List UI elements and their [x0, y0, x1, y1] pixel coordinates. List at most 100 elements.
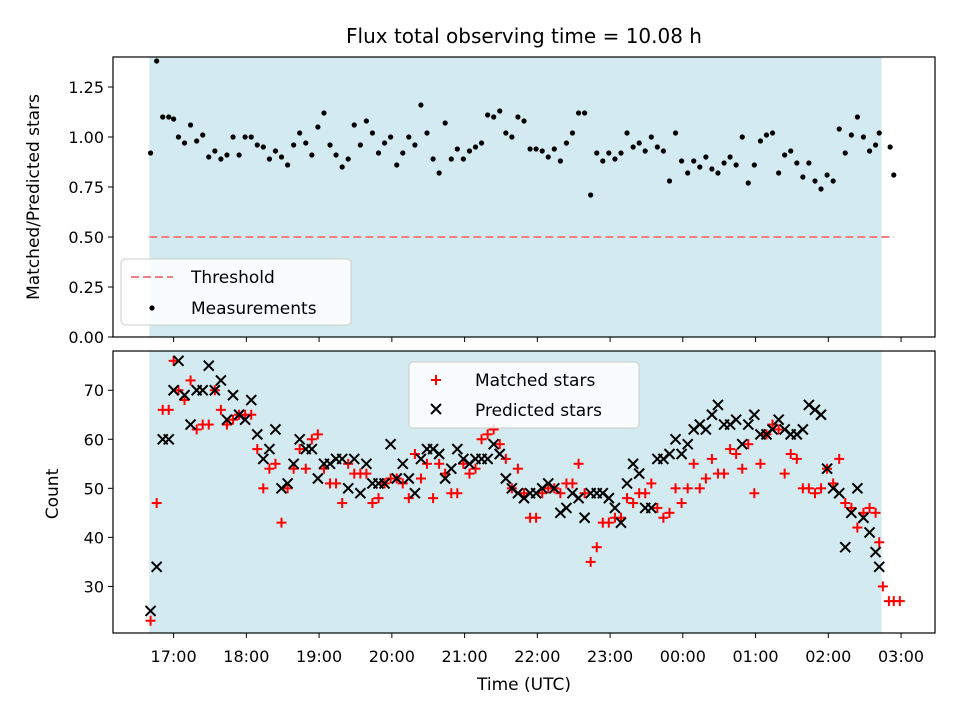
- predicted-star-point: [494, 448, 506, 460]
- matched-star-point: [440, 468, 451, 479]
- measurement-point: [339, 164, 345, 170]
- matched-star-point: [803, 483, 814, 494]
- predicted-star-point: [681, 438, 694, 450]
- matched-star-point: [864, 502, 875, 513]
- measurement-point: [575, 110, 582, 116]
- bottom-y-axis-label: Count: [43, 468, 63, 519]
- matched-star-point: [276, 517, 287, 528]
- matched-star-point: [434, 458, 445, 469]
- predicted-star-point: [391, 472, 403, 485]
- matched-star-point: [567, 478, 578, 489]
- measurement-point: [521, 118, 527, 124]
- measurement-point: [381, 140, 388, 146]
- predicted-star-point: [445, 462, 457, 475]
- measurement-point: [394, 162, 400, 168]
- predicted-star-point: [839, 541, 851, 553]
- x-tick-label: 21:00: [442, 647, 488, 666]
- matched-star-point: [415, 473, 426, 484]
- matched-star-point: [464, 468, 475, 479]
- predicted-star-point: [209, 384, 221, 396]
- measurement-point: [212, 148, 218, 154]
- measurement-point: [503, 130, 509, 136]
- measurement-point: [454, 146, 460, 152]
- measurement-point: [642, 148, 648, 154]
- matched-star-point: [706, 453, 717, 464]
- measurement-point: [218, 156, 224, 162]
- measurement-point: [727, 154, 733, 160]
- predicted-star-point: [548, 482, 560, 495]
- matched-star-point: [664, 507, 675, 518]
- x-tick-label: 00:00: [660, 647, 706, 666]
- x-tick-label: 22:00: [514, 647, 560, 666]
- matched-star-point: [458, 458, 469, 469]
- measurement-point: [166, 114, 172, 120]
- matched-star-point: [421, 458, 432, 469]
- measurement-point: [848, 132, 854, 138]
- predicted-star-point: [663, 448, 676, 460]
- measurement-point: [509, 134, 515, 140]
- measurement-point: [697, 164, 703, 170]
- bottom-legend-box: [408, 361, 640, 429]
- measurement-point: [285, 162, 291, 168]
- measurement-point: [800, 174, 806, 180]
- predicted-star-point: [167, 384, 180, 396]
- measurement-point: [242, 134, 248, 140]
- matched-star-point: [603, 517, 614, 528]
- matched-stars-points: [145, 355, 905, 626]
- matched-star-point: [579, 488, 590, 499]
- matched-star-point: [874, 537, 885, 548]
- measurement-point: [236, 152, 242, 158]
- measurement-point: [557, 158, 563, 164]
- legend-predicted-label: Predicted stars: [475, 401, 602, 421]
- measurement-point: [424, 130, 430, 136]
- matched-star-point: [640, 488, 651, 499]
- measurement-point: [478, 140, 485, 146]
- measurement-point: [582, 110, 588, 116]
- predicted-star-point: [609, 502, 621, 514]
- matched-star-point: [282, 483, 293, 494]
- measurement-point: [388, 134, 394, 140]
- measurement-point: [842, 150, 848, 156]
- measurement-point: [527, 146, 533, 152]
- measurement-point: [545, 154, 551, 160]
- predicted-star-point: [203, 360, 215, 372]
- matched-star-point: [652, 502, 663, 513]
- top-y-ticks: 0.00 0.25 0.50 0.75 1.00 1.25: [68, 78, 113, 347]
- predicted-star-point: [845, 507, 858, 519]
- measurement-point: [618, 150, 624, 156]
- matched-star-point: [452, 488, 463, 499]
- legend-measurements-swatch: [149, 305, 155, 311]
- predicted-star-point: [730, 413, 742, 426]
- matched-star-point: [306, 434, 317, 445]
- predicted-star-point: [603, 492, 615, 504]
- measurement-point: [194, 138, 200, 144]
- measurement-point: [691, 158, 697, 164]
- measurement-point: [206, 154, 212, 160]
- top-axes-frame: [112, 56, 936, 338]
- predicted-star-point: [863, 526, 876, 539]
- matched-star-point: [179, 395, 190, 406]
- predicted-star-point: [833, 487, 845, 499]
- measurement-point: [569, 130, 576, 136]
- matched-star-point: [203, 419, 214, 430]
- predicted-star-point: [293, 433, 306, 445]
- matched-star-point: [300, 463, 311, 474]
- measurement-point: [757, 138, 764, 144]
- matched-star-point: [337, 498, 348, 509]
- measurement-point: [224, 152, 230, 158]
- matched-star-point: [312, 429, 323, 440]
- measurement-point: [887, 144, 893, 150]
- matched-star-point: [622, 493, 633, 504]
- matched-star-point: [646, 478, 657, 489]
- measurement-point: [278, 154, 285, 160]
- matched-star-point: [288, 463, 299, 474]
- predicted-star-point: [481, 453, 494, 465]
- predicted-star-point: [269, 423, 282, 436]
- bottom-panel: 30 40 50 60 70 17:00 18:00 19:00 20:00 21:00 22:0…: [43, 350, 936, 695]
- predicted-star-point: [766, 423, 779, 436]
- measurement-point: [418, 102, 424, 108]
- matched-star-point: [409, 448, 420, 459]
- predicted-star-point: [748, 409, 761, 421]
- predicted-star-point: [342, 482, 354, 495]
- matched-star-point: [731, 448, 742, 459]
